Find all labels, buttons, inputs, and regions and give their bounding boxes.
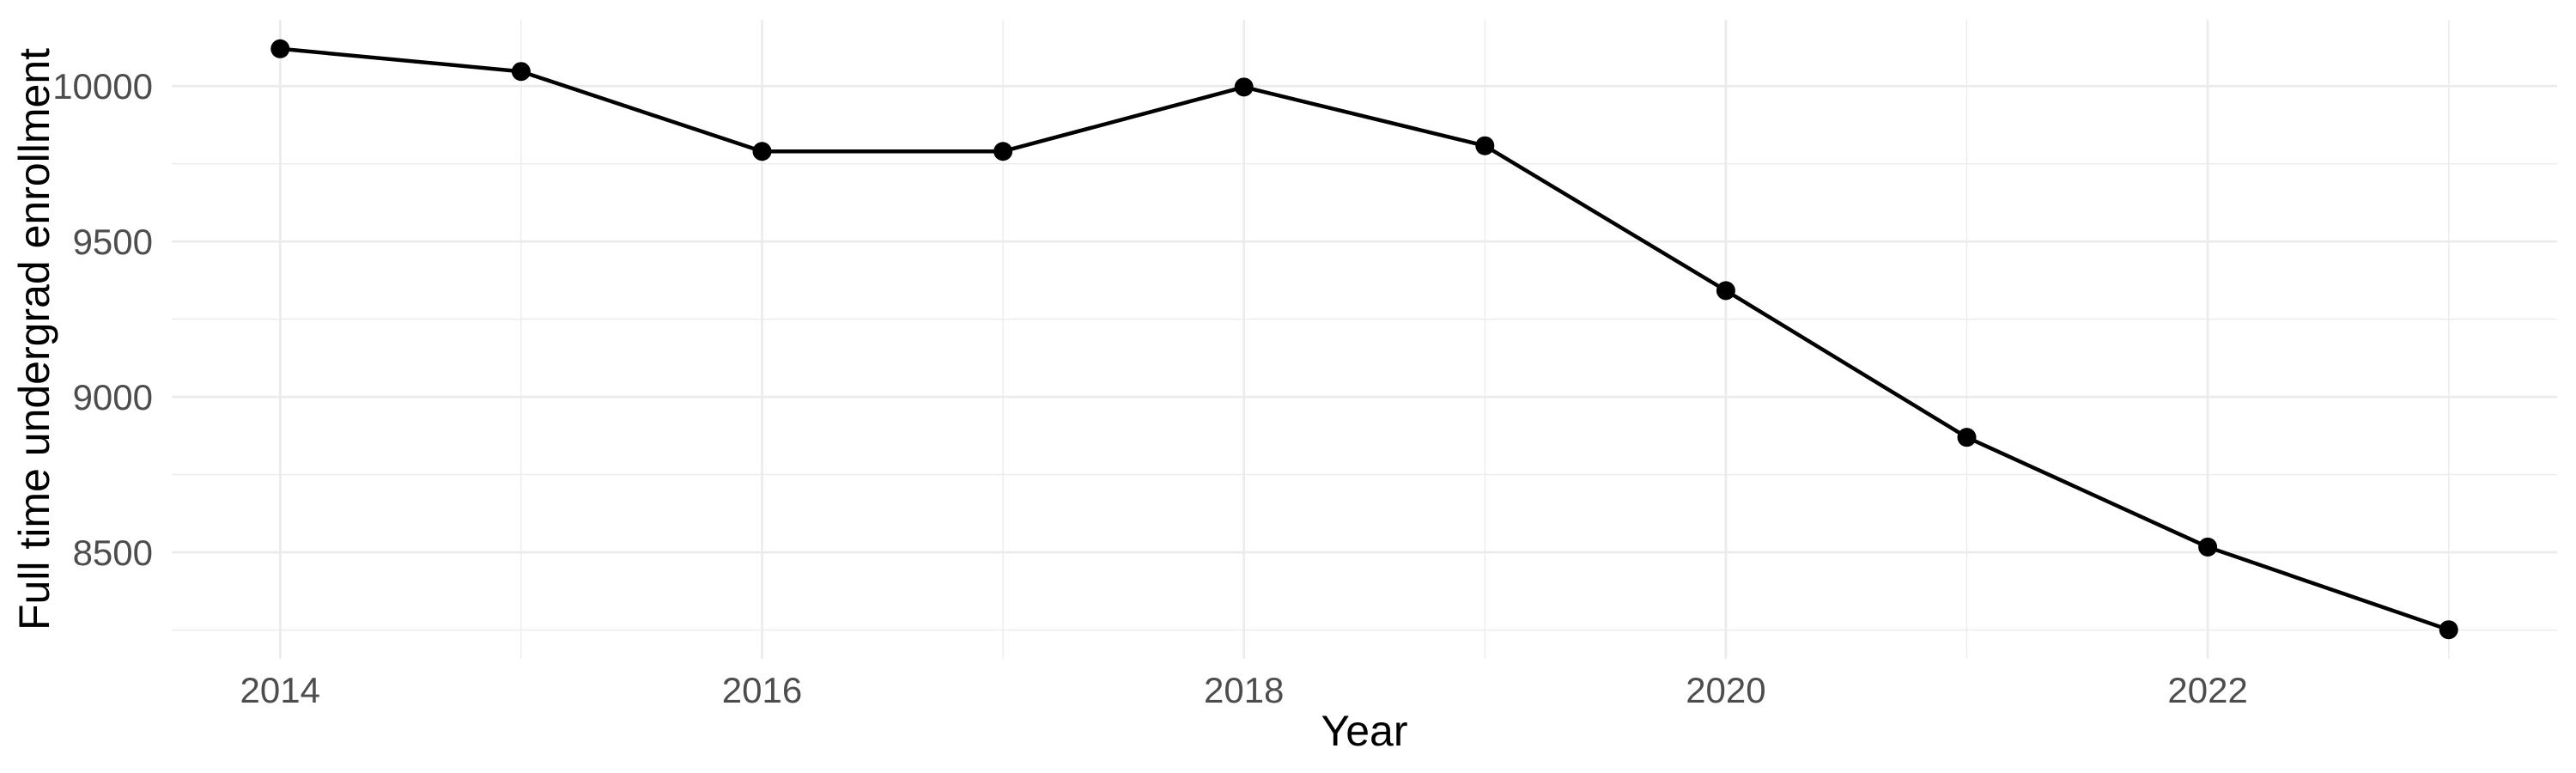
data-series-group <box>270 39 2458 640</box>
data-point-2020 <box>1716 281 1735 301</box>
data-point-2016 <box>752 142 772 161</box>
y-axis-title: Full time undergrad enrollment <box>10 48 58 630</box>
x-tick-label: 2020 <box>1686 670 1765 710</box>
x-tick-label: 2018 <box>1204 670 1284 710</box>
y-tick-label: 8500 <box>73 533 153 573</box>
y-tick-label: 9000 <box>73 377 153 417</box>
data-point-2015 <box>511 62 531 82</box>
y-tick-label: 10000 <box>52 66 153 107</box>
x-axis-title: Year <box>1321 707 1407 755</box>
x-tick-label: 2022 <box>2167 670 2247 710</box>
enrollment-line <box>278 46 2451 632</box>
data-point-2022 <box>2198 537 2218 557</box>
data-point-2021 <box>1957 428 1977 447</box>
data-point-2014 <box>270 39 290 58</box>
x-tick-label: 2014 <box>240 670 320 710</box>
y-tick-label: 9500 <box>73 222 153 262</box>
x-tick-label: 2016 <box>722 670 802 710</box>
data-point-2017 <box>993 142 1013 161</box>
data-point-2023 <box>2439 620 2458 640</box>
data-point-2018 <box>1234 77 1254 97</box>
axis-labels-group: 8500 9000 9500 10000 2014 2016 2018 2020 2022 <box>52 66 2248 710</box>
data-point-2019 <box>1475 136 1495 155</box>
gridlines-group <box>172 20 2557 659</box>
